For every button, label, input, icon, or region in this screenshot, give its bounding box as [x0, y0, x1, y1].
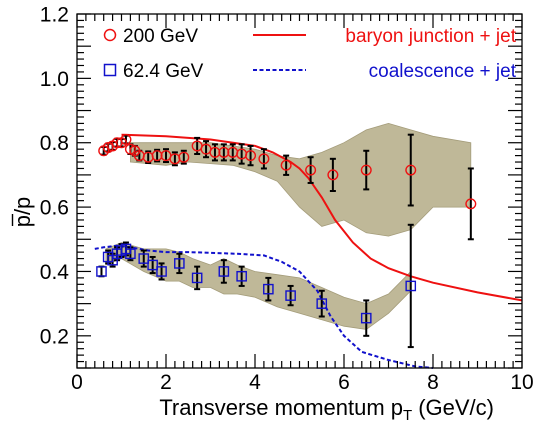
error-bar-200-gev [247, 144, 254, 167]
marker-62-4-gev [191, 272, 203, 284]
error-bar-200-gev [467, 167, 474, 241]
marker-62-4-gev [285, 290, 296, 301]
error-bar-200-gev [145, 150, 152, 165]
band-200-gev [129, 122, 472, 237]
marker-200-gev [258, 153, 270, 165]
legend-entry-62-4-gev: 62.4 GeV [103, 61, 204, 82]
y-tick-label: 0.8 [40, 132, 69, 155]
error-bar-62-4-gev [194, 265, 201, 291]
marker-62-4-gev [236, 270, 247, 282]
legend-marker-circle [103, 28, 117, 42]
error-bar-200-gev [407, 133, 414, 207]
error-bar-62-4-gev [220, 259, 227, 284]
error-bar-200-gev [154, 148, 161, 163]
error-bar-62-4-gev [318, 289, 325, 318]
marker-62-4-gev [96, 266, 107, 277]
marker-62-4-gev [405, 280, 417, 292]
y-tick-label: 0.2 [40, 325, 69, 348]
marker-200-gev [120, 134, 132, 146]
x-tick-label: 4 [249, 371, 261, 394]
marker-200-gev [465, 198, 477, 210]
error-bar-200-gev [329, 157, 336, 192]
x-tick-label: 0 [71, 371, 83, 394]
x-tick-label: 10 [510, 371, 533, 394]
marker-62-4-gev [360, 312, 372, 324]
x-tick-label: 2 [160, 371, 172, 394]
legend-entry-coalescence-jet: coalescence + jet [253, 61, 517, 82]
marker-200-gev [245, 150, 257, 162]
error-bar-62-4-gev [176, 252, 183, 275]
y-axis-label: p/p [10, 197, 35, 228]
error-bar-62-4-gev [265, 276, 272, 302]
data-markers [96, 134, 477, 324]
marker-200-gev [360, 164, 372, 176]
error-bar-62-4-gev [149, 255, 156, 275]
marker-200-gev [327, 169, 339, 181]
error-bar-62-4-gev [158, 262, 165, 281]
marker-62-4-gev [218, 266, 230, 277]
error-bar-200-gev [307, 156, 314, 184]
x-axis-label: Transverse momentum pT (GeV/c) [159, 395, 494, 424]
error-bar-200-gev [283, 154, 290, 176]
legend-label: 200 GeV [123, 26, 198, 47]
x-tick-label: 8 [427, 371, 439, 394]
legend-label: 62.4 GeV [123, 61, 204, 82]
marker-62-4-gev [125, 248, 136, 260]
legend-label: baryon junction + jet [345, 26, 516, 47]
x-axis-label-units: (GeV/c) [418, 395, 494, 420]
marker-200-gev [178, 151, 190, 163]
legend-entry-baryon-junction-jet: baryon junction + jet [253, 26, 517, 47]
error-bar-200-gev [363, 149, 370, 191]
marker-200-gev [305, 164, 317, 176]
error-bar-200-gev [238, 143, 245, 165]
y-tick-label: 1.2 [40, 4, 69, 27]
marker-62-4-gev [147, 259, 158, 271]
marker-200-gev [405, 164, 417, 176]
x-axis-label-subscript: T [403, 407, 412, 424]
error-bar-200-gev [260, 148, 267, 170]
marker-62-4-gev [263, 283, 274, 295]
systematic-bands [105, 122, 472, 330]
legend-marker-square [103, 63, 117, 77]
marker-62-4-gev [316, 298, 328, 309]
error-bar-62-4-gev [363, 299, 370, 337]
marker-200-gev [151, 150, 163, 162]
marker-200-gev [218, 146, 230, 158]
error-bar-62-4-gev [238, 265, 245, 287]
error-bar-62-4-gev [287, 284, 294, 307]
marker-62-4-gev [138, 253, 150, 264]
marker-62-4-gev [156, 266, 167, 277]
legend-entry-200-gev: 200 GeV [103, 26, 198, 47]
error-bar-62-4-gev [140, 249, 147, 268]
x-tick-label: 6 [338, 371, 350, 394]
error-bar-62-4-gev [407, 223, 414, 349]
y-tick-label: 1.0 [40, 68, 69, 91]
marker-200-gev [280, 159, 292, 171]
y-tick-label: 0.6 [40, 197, 69, 220]
axes: 0 2 4 6 8 10 0.2 0.4 0.6 0.8 1.0 1.2 [40, 4, 534, 395]
legend-label: coalescence + jet [369, 61, 517, 82]
y-tick-label: 0.4 [40, 261, 70, 284]
legend: 200 GeV 62.4 GeV baryon junction + jet coal… [103, 26, 517, 82]
error-bar-62-4-gev [98, 265, 105, 278]
marker-62-4-gev [174, 258, 185, 269]
